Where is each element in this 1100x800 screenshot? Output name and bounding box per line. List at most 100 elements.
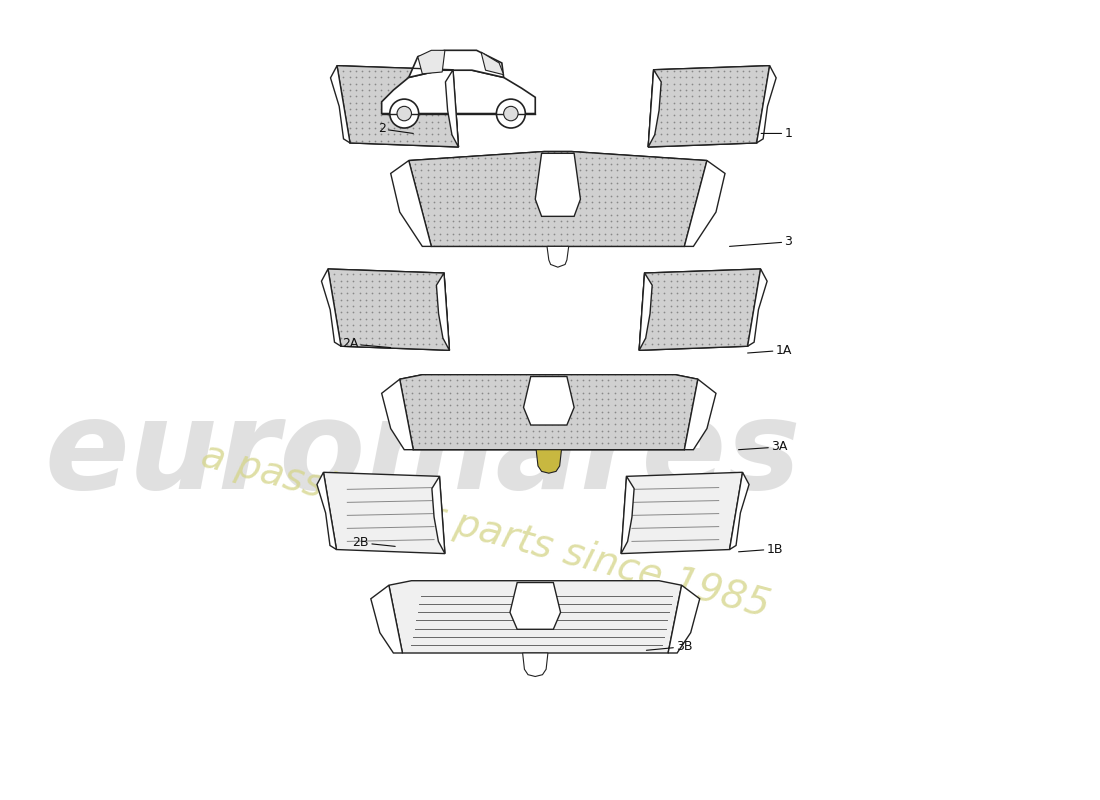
- Point: [408, 306, 426, 318]
- Point: [429, 84, 447, 97]
- Point: [738, 268, 756, 281]
- Polygon shape: [321, 269, 341, 346]
- Point: [454, 374, 472, 386]
- Point: [507, 164, 525, 177]
- Point: [370, 287, 387, 300]
- Point: [672, 214, 690, 227]
- Point: [706, 287, 724, 300]
- Point: [694, 287, 712, 300]
- Point: [433, 325, 451, 338]
- Point: [400, 183, 418, 196]
- Point: [514, 221, 531, 234]
- Point: [760, 65, 778, 78]
- Polygon shape: [684, 379, 716, 450]
- Point: [688, 306, 705, 318]
- Point: [650, 418, 668, 430]
- Point: [671, 122, 689, 134]
- Point: [402, 300, 419, 313]
- Point: [514, 151, 531, 164]
- Point: [600, 393, 617, 406]
- Point: [451, 183, 469, 196]
- Point: [530, 374, 548, 386]
- Point: [644, 325, 661, 338]
- Point: [441, 393, 459, 406]
- Point: [656, 306, 673, 318]
- Point: [532, 158, 550, 170]
- Point: [745, 300, 762, 313]
- Point: [703, 71, 720, 84]
- Point: [378, 109, 396, 122]
- Point: [725, 262, 742, 274]
- Point: [539, 145, 557, 158]
- Point: [647, 196, 664, 209]
- Point: [634, 58, 651, 71]
- Point: [520, 221, 538, 234]
- Point: [498, 418, 516, 430]
- Point: [663, 443, 681, 456]
- Point: [473, 424, 491, 437]
- Point: [571, 177, 588, 190]
- Point: [438, 202, 455, 215]
- Point: [649, 287, 667, 300]
- Point: [735, 71, 752, 84]
- Point: [754, 58, 771, 71]
- Point: [353, 78, 371, 90]
- Point: [454, 406, 472, 418]
- Point: [662, 331, 680, 344]
- Point: [725, 331, 742, 344]
- Point: [378, 58, 396, 71]
- Point: [747, 58, 764, 71]
- Point: [631, 437, 649, 450]
- Point: [446, 331, 463, 344]
- Point: [363, 294, 381, 306]
- Point: [672, 240, 690, 253]
- Point: [326, 274, 343, 287]
- Point: [750, 312, 768, 325]
- Point: [647, 234, 664, 246]
- Point: [404, 122, 421, 134]
- Point: [312, 262, 330, 274]
- Point: [429, 443, 447, 456]
- Point: [552, 145, 570, 158]
- Point: [486, 430, 504, 443]
- Point: [431, 190, 449, 202]
- Point: [348, 122, 365, 134]
- Point: [385, 374, 403, 386]
- Point: [476, 158, 494, 170]
- Point: [564, 227, 582, 240]
- Point: [502, 208, 519, 221]
- Point: [442, 128, 460, 141]
- Point: [681, 325, 698, 338]
- Point: [600, 424, 617, 437]
- Point: [419, 190, 437, 202]
- Point: [745, 294, 762, 306]
- Point: [688, 331, 705, 344]
- Point: [410, 430, 428, 443]
- Point: [689, 367, 706, 380]
- Point: [678, 141, 695, 154]
- Point: [608, 196, 626, 209]
- Point: [358, 331, 375, 344]
- Point: [480, 412, 497, 425]
- Point: [466, 367, 484, 380]
- Point: [669, 380, 686, 393]
- Point: [664, 141, 682, 154]
- Point: [603, 183, 620, 196]
- Point: [537, 393, 554, 406]
- Point: [613, 406, 630, 418]
- Point: [571, 164, 588, 177]
- Point: [524, 424, 541, 437]
- Point: [390, 399, 408, 412]
- Point: [492, 424, 509, 437]
- Point: [583, 202, 601, 215]
- Point: [671, 141, 689, 154]
- Point: [650, 399, 668, 412]
- Point: [363, 344, 381, 357]
- Point: [679, 234, 696, 246]
- Point: [358, 300, 375, 313]
- Point: [664, 58, 682, 71]
- Point: [728, 65, 746, 78]
- Point: [630, 344, 648, 357]
- Point: [539, 214, 557, 227]
- Point: [678, 90, 695, 102]
